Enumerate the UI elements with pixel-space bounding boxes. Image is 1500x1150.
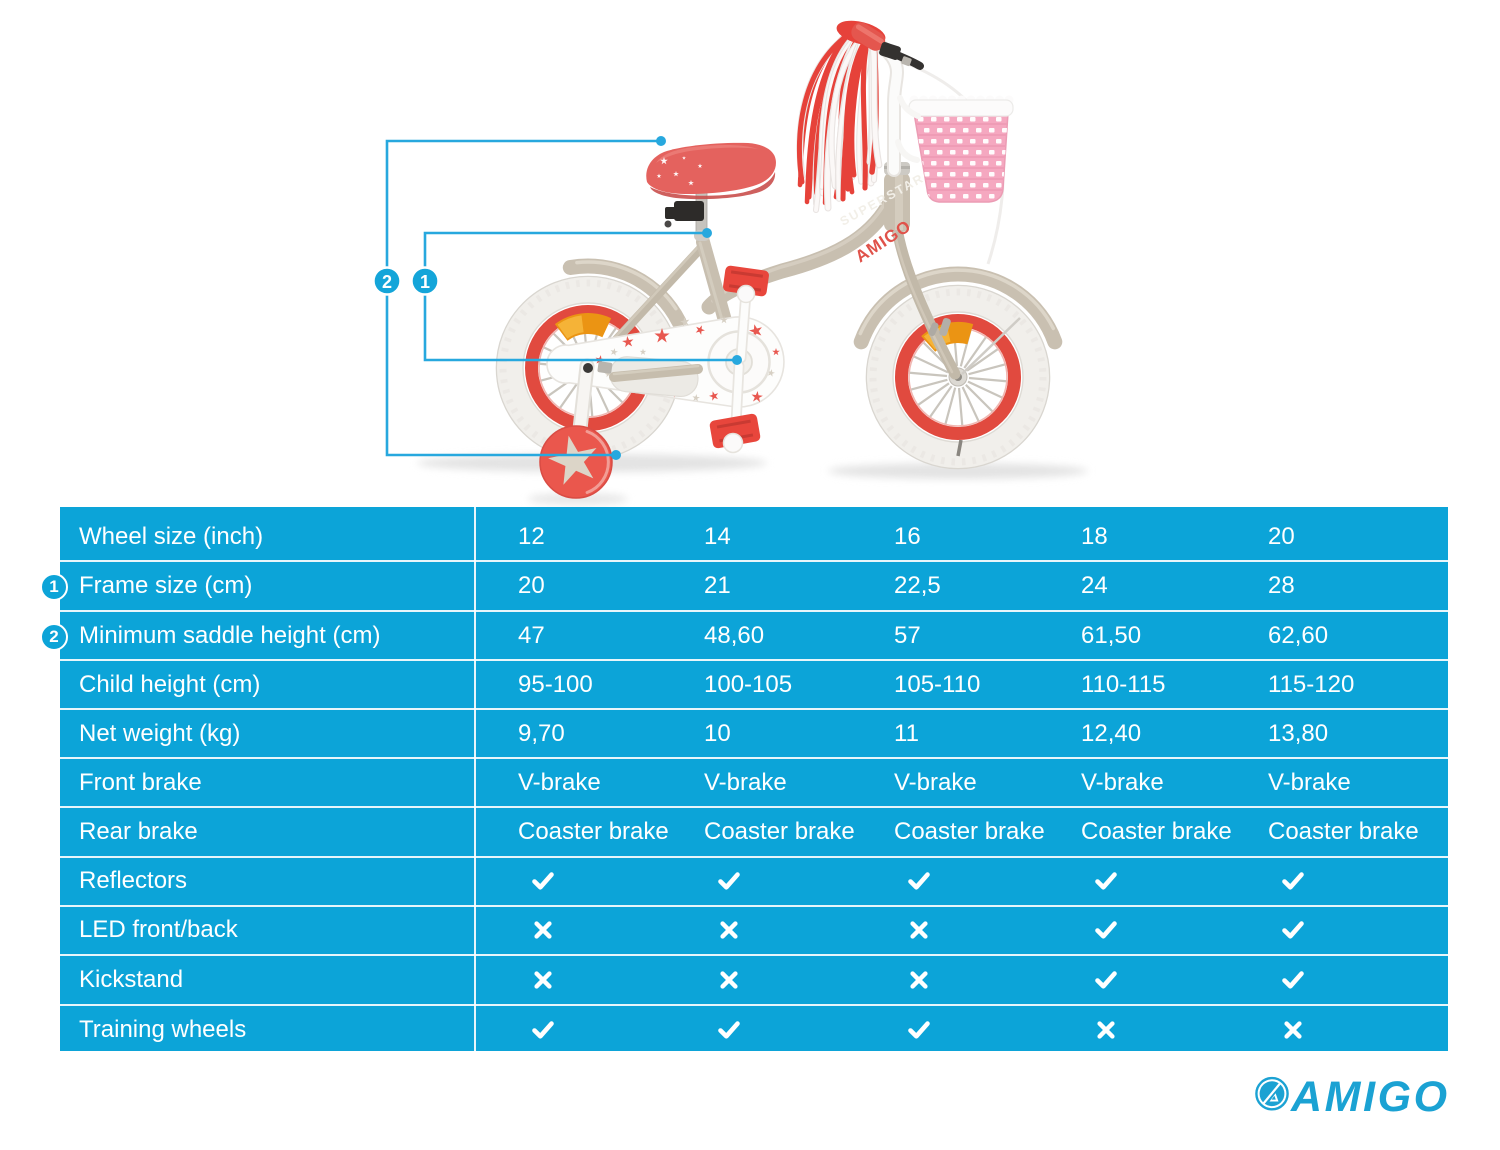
svg-text:2: 2 bbox=[382, 272, 392, 292]
svg-text:1: 1 bbox=[420, 272, 430, 292]
svg-text:AMIGO: AMIGO bbox=[1290, 1073, 1450, 1121]
